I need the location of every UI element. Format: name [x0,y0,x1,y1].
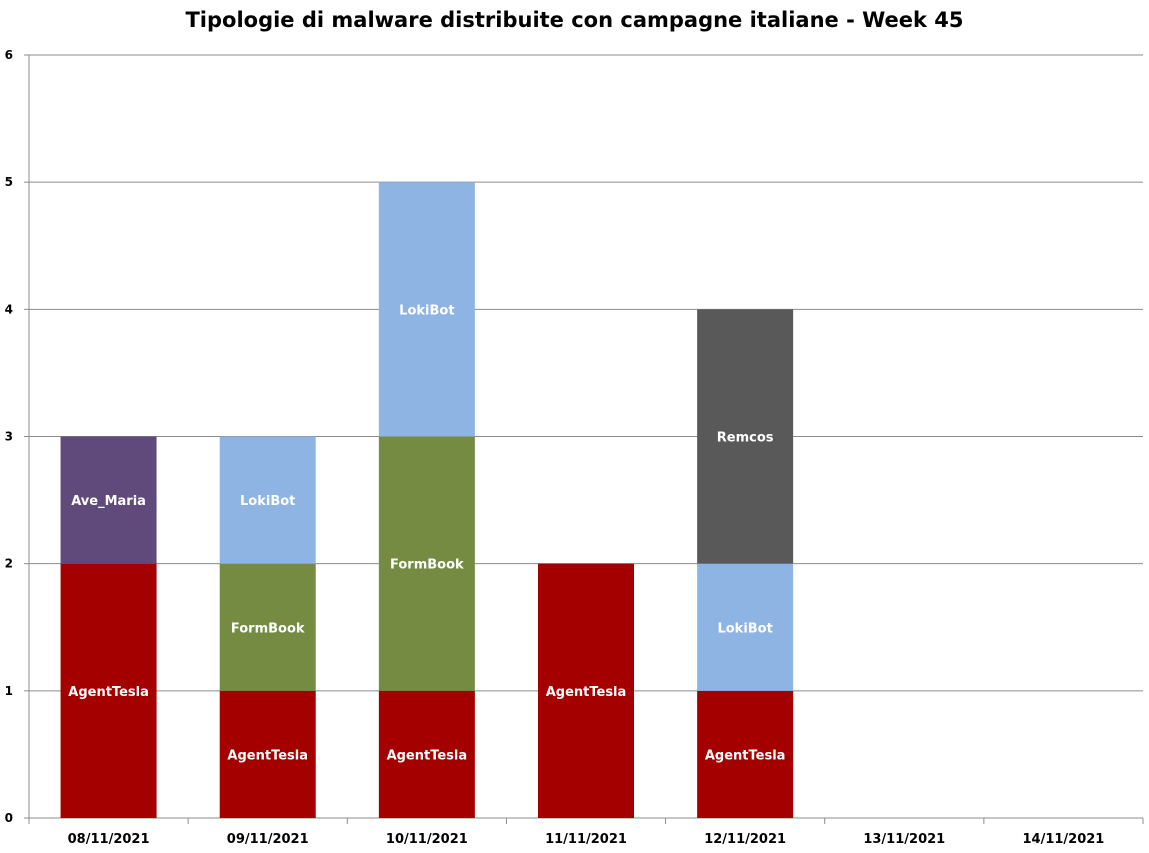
x-tick-label: 08/11/2021 [68,832,150,847]
y-tick-label: 1 [5,684,13,698]
y-tick-label: 4 [5,302,13,316]
segment-data-label: FormBook [390,558,464,573]
y-tick-label: 6 [5,48,13,62]
y-tick-label: 5 [5,175,13,189]
segment-data-label: LokiBot [240,494,295,509]
segment-data-label: FormBook [231,621,305,636]
segment-data-label: LokiBot [399,303,454,318]
x-tick-label: 12/11/2021 [704,832,786,847]
chart-title: Tipologie di malware distribuite con cam… [185,8,964,32]
y-tick-label: 0 [5,811,13,825]
segment-data-label: AgentTesla [546,685,627,700]
bar-segment [378,436,475,691]
x-tick-label: 14/11/2021 [1022,832,1104,847]
segment-data-label: LokiBot [717,621,772,636]
bar-segment [697,690,794,818]
y-tick-label: 2 [5,557,13,571]
segment-data-label: AgentTesla [68,685,149,700]
segment-data-label: Ave_Maria [71,494,146,509]
segment-data-label: Remcos [717,431,774,446]
bar-segment [378,690,475,818]
bar-segment [697,309,794,564]
bar-segment [219,436,316,564]
bar-segment [60,563,157,818]
segment-data-label: AgentTesla [705,748,786,763]
bar-segment [219,690,316,818]
x-tick-label: 13/11/2021 [863,832,945,847]
bar-segment [60,436,157,564]
bar-segment [538,563,634,818]
y-tick-label: 3 [5,430,13,444]
x-tick-label: 10/11/2021 [386,832,468,847]
segment-data-label: AgentTesla [227,748,308,763]
segment-data-label: AgentTesla [387,748,468,763]
bar-segment [219,563,316,691]
bar-segment [697,563,794,691]
x-tick-label: 11/11/2021 [545,832,627,847]
x-tick-label: 09/11/2021 [227,832,309,847]
bar-segment [378,182,475,437]
